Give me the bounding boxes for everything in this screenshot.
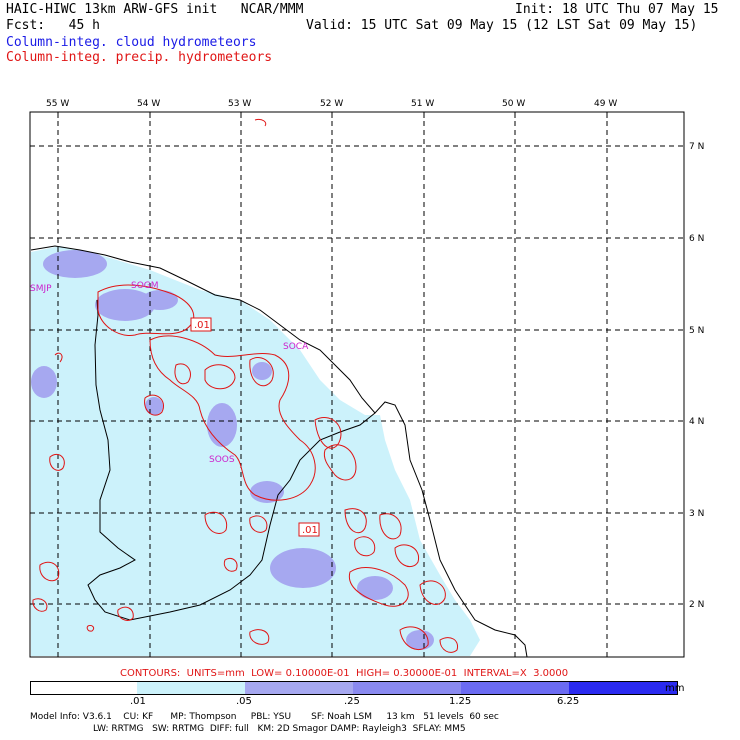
station-label: SMJP (30, 284, 52, 294)
svg-text:2 N: 2 N (689, 600, 704, 610)
svg-text:50 W: 50 W (502, 99, 525, 109)
svg-text:3 N: 3 N (689, 509, 704, 519)
svg-text:52 W: 52 W (320, 99, 343, 109)
legend-tick: 6.25 (557, 696, 580, 707)
cloud-shading (31, 246, 480, 656)
station-label: SOOS (209, 455, 235, 465)
legend-tick: .01 (130, 696, 146, 707)
model-info-line1: Model Info: V3.6.1 CU: KF MP: Thompson P… (30, 712, 499, 722)
contour-label: .01 (302, 525, 318, 536)
svg-text:53 W: 53 W (228, 99, 251, 109)
svg-text:7 N: 7 N (689, 142, 704, 152)
svg-text:55 W: 55 W (46, 99, 69, 109)
svg-text:51 W: 51 W (411, 99, 434, 109)
legend-tick: .05 (236, 696, 252, 707)
legend-tick: .25 (344, 696, 360, 707)
field-cloud-hydrometeors: Column-integ. cloud hydrometeors (6, 35, 257, 50)
longitude-labels: 55 W 54 W 53 W 52 W 51 W 50 W 49 W (46, 99, 617, 109)
cloud-shading-medium (31, 250, 434, 650)
contours-info: CONTOURS: UNITS=mm LOW= 0.10000E-01 HIGH… (120, 668, 569, 679)
field-precip-hydrometeors: Column-integ. precip. hydrometeors (6, 50, 273, 65)
model-info-line2: LW: RRTMG SW: RRTMG DIFF: full KM: 2D Sm… (30, 724, 466, 734)
coastline (30, 245, 528, 658)
svg-text:5 N: 5 N (689, 326, 704, 336)
model-title: HAIC-HIWC 13km ARW-GFS init NCAR/MMM (6, 2, 304, 17)
contour-labels: .01 .01 (190, 317, 320, 537)
forecast-hour: Fcst: 45 h (6, 18, 100, 33)
valid-time: Valid: 15 UTC Sat 09 May 15 (12 LST Sat … (306, 18, 698, 33)
contour-label: .01 (194, 320, 210, 331)
lat-lon-grid (30, 112, 684, 657)
svg-text:49 W: 49 W (594, 99, 617, 109)
station-label: SOCA (283, 342, 309, 352)
precip-contours (32, 119, 459, 653)
svg-text:6 N: 6 N (689, 234, 704, 244)
svg-text:54 W: 54 W (137, 99, 160, 109)
svg-text:4 N: 4 N (689, 417, 704, 427)
init-time: Init: 18 UTC Thu 07 May 15 (515, 2, 719, 17)
legend-tick: 1.25 (449, 696, 472, 707)
station-label: SOGM (131, 281, 159, 291)
station-labels: SMJP SOGM SOCA SOOS (30, 281, 309, 465)
legend-units: mm (665, 683, 685, 694)
latitude-labels: 7 N 6 N 5 N 4 N 3 N 2 N (689, 142, 704, 610)
